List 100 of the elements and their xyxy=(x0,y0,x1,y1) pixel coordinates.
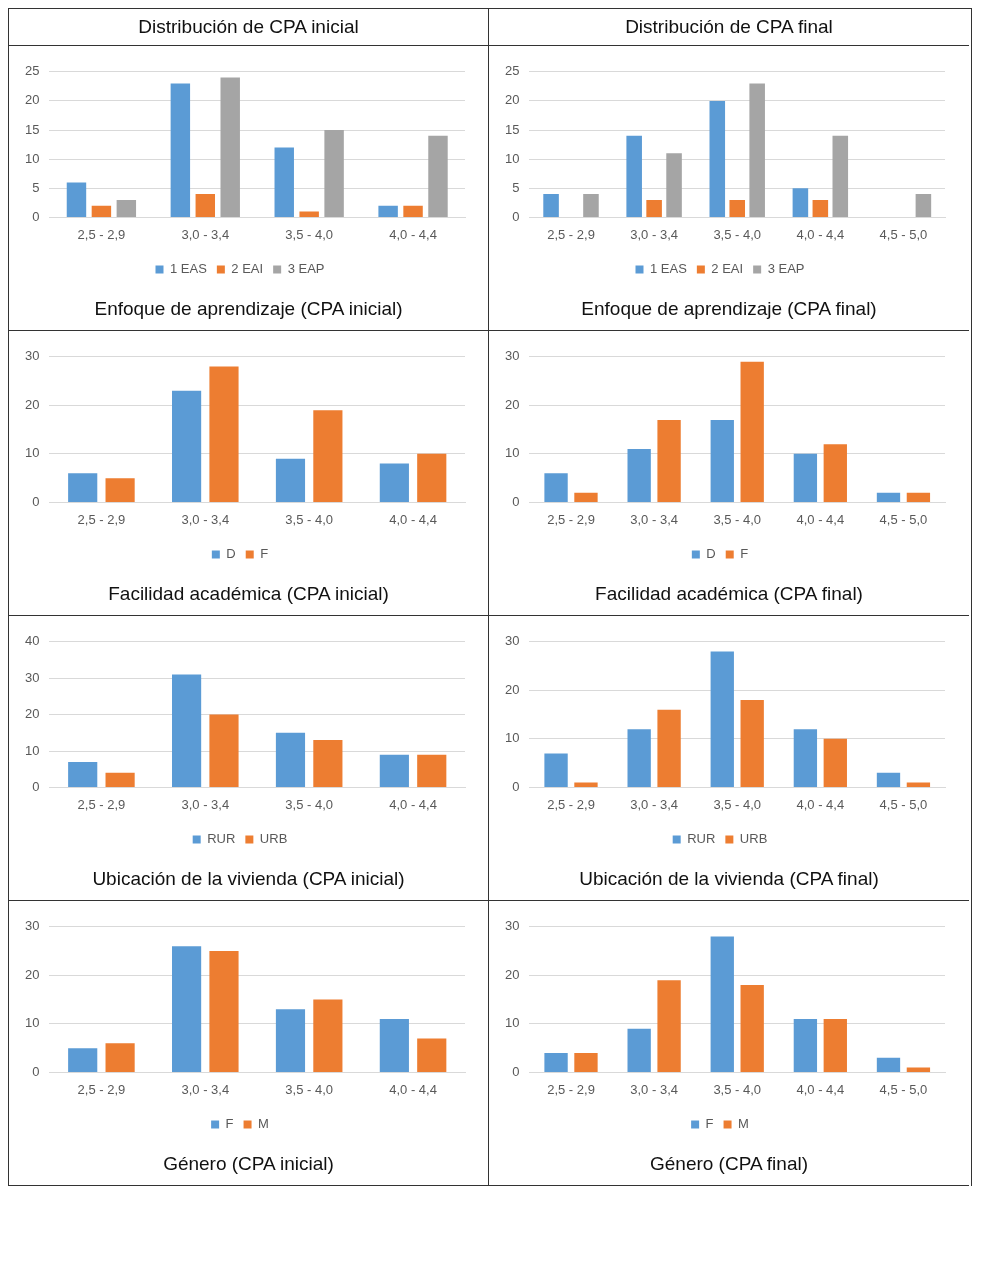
x-tick-label: 4,0 - 4,4 xyxy=(389,1081,437,1097)
y-tick-label: 15 xyxy=(504,121,520,137)
bar xyxy=(823,444,847,502)
bar xyxy=(574,492,598,502)
bar xyxy=(428,135,448,217)
x-tick-label: 4,0 - 4,4 xyxy=(796,796,845,812)
bar xyxy=(543,194,559,217)
bar xyxy=(105,478,135,502)
legend-label: F xyxy=(225,1116,234,1132)
text: Ubicación de la vivienda (CPA final) xyxy=(578,867,880,891)
x-tick-label: 3,0 - 3,4 xyxy=(630,796,678,812)
y-tick-label: 10 xyxy=(504,730,520,746)
bar xyxy=(417,453,447,502)
bar xyxy=(417,1038,447,1072)
y-tick-label: 5 xyxy=(32,179,40,195)
y-tick-label: 30 xyxy=(504,918,520,934)
x-tick-label: 3,0 - 3,4 xyxy=(181,796,230,812)
bar xyxy=(906,782,931,787)
x-tick-label: 4,0 - 4,4 xyxy=(796,511,845,527)
text: Enfoque de aprendizaje (CPA final) xyxy=(580,297,878,321)
bar xyxy=(710,651,734,787)
x-tick-label: 4,5 - 5,0 xyxy=(879,511,928,527)
y-tick-label: 20 xyxy=(504,396,520,412)
x-tick-label: 3,0 - 3,4 xyxy=(181,226,230,242)
x-tick-label: 3,5 - 4,0 xyxy=(713,511,762,527)
bar xyxy=(627,1028,651,1072)
bar xyxy=(544,753,568,787)
bar xyxy=(657,980,681,1072)
bar xyxy=(324,130,344,217)
x-tick-label: 3,5 - 4,0 xyxy=(285,226,334,242)
y-tick-label: 0 xyxy=(32,1063,40,1079)
text: Distribución de CPA inicial xyxy=(9,9,488,46)
y-tick-label: 30 xyxy=(504,348,520,364)
y-tick-label: 10 xyxy=(504,1015,520,1031)
y-tick-label: 10 xyxy=(24,150,40,166)
text: Facilidad académica (CPA final) xyxy=(594,582,864,606)
legend-label: 2 EAI xyxy=(711,261,744,277)
y-tick-label: 20 xyxy=(504,92,520,108)
bar xyxy=(710,936,734,1072)
x-tick-label: 2,5 - 2,9 xyxy=(77,796,126,812)
bar xyxy=(170,83,191,217)
y-tick-label: 20 xyxy=(24,396,40,412)
y-tick-label: 0 xyxy=(512,493,520,509)
x-tick-label: 3,5 - 4,0 xyxy=(285,1081,334,1097)
bar xyxy=(709,100,726,217)
bar xyxy=(740,361,764,502)
legend-label: 3 EAP xyxy=(287,261,325,277)
x-tick-label: 3,5 - 4,0 xyxy=(713,796,762,812)
x-tick-label: 4,0 - 4,4 xyxy=(389,796,437,812)
text: Facilidad académica (CPA inicial) xyxy=(107,582,390,606)
x-tick-label: 3,5 - 4,0 xyxy=(285,511,334,527)
y-tick-label: 20 xyxy=(504,681,520,697)
y-tick-label: 0 xyxy=(32,208,40,224)
bar xyxy=(68,1048,98,1072)
bar xyxy=(906,1067,931,1072)
bar xyxy=(172,390,202,502)
y-tick-label: 20 xyxy=(24,92,40,108)
x-tick-label: 4,5 - 5,0 xyxy=(879,1081,928,1097)
bar xyxy=(116,199,137,217)
bar xyxy=(105,772,135,787)
x-tick-label: 3,5 - 4,0 xyxy=(285,796,334,812)
bar xyxy=(275,732,306,787)
y-tick-label: 20 xyxy=(24,706,40,722)
y-tick-label: 10 xyxy=(24,445,40,461)
y-tick-label: 10 xyxy=(504,445,520,461)
bar xyxy=(832,135,849,217)
legend-label: D xyxy=(226,546,236,562)
bar xyxy=(646,199,662,217)
bar xyxy=(876,772,901,787)
x-tick-label: 4,0 - 4,4 xyxy=(389,511,437,527)
bar xyxy=(403,205,423,217)
bar xyxy=(574,1052,598,1072)
legend-label: RUR xyxy=(687,831,716,847)
bar xyxy=(657,709,681,787)
legend-label: F xyxy=(740,546,749,562)
y-tick-label: 30 xyxy=(504,633,520,649)
y-tick-label: 5 xyxy=(512,179,520,195)
y-tick-label: 0 xyxy=(32,493,40,509)
bar xyxy=(209,714,239,787)
x-tick-label: 3,0 - 3,4 xyxy=(181,1081,230,1097)
x-tick-label: 2,5 - 2,9 xyxy=(547,226,595,242)
bar xyxy=(91,205,112,217)
y-tick-label: 30 xyxy=(24,918,40,934)
y-tick-label: 25 xyxy=(24,63,40,79)
x-tick-label: 3,0 - 3,4 xyxy=(181,511,230,527)
bar xyxy=(417,754,447,787)
y-tick-label: 10 xyxy=(504,150,520,166)
text: Ubicación de la vivienda (CPA inicial) xyxy=(91,867,406,891)
bar xyxy=(313,740,343,787)
bar xyxy=(209,951,239,1072)
bar xyxy=(544,1052,568,1072)
y-tick-label: 0 xyxy=(32,778,40,794)
bar xyxy=(626,135,642,217)
bar xyxy=(275,1009,306,1072)
bar xyxy=(740,700,764,787)
bar xyxy=(906,492,931,502)
y-tick-label: 0 xyxy=(512,208,520,224)
x-tick-label: 4,5 - 5,0 xyxy=(879,226,928,242)
bar xyxy=(876,492,901,502)
bar xyxy=(379,463,409,502)
